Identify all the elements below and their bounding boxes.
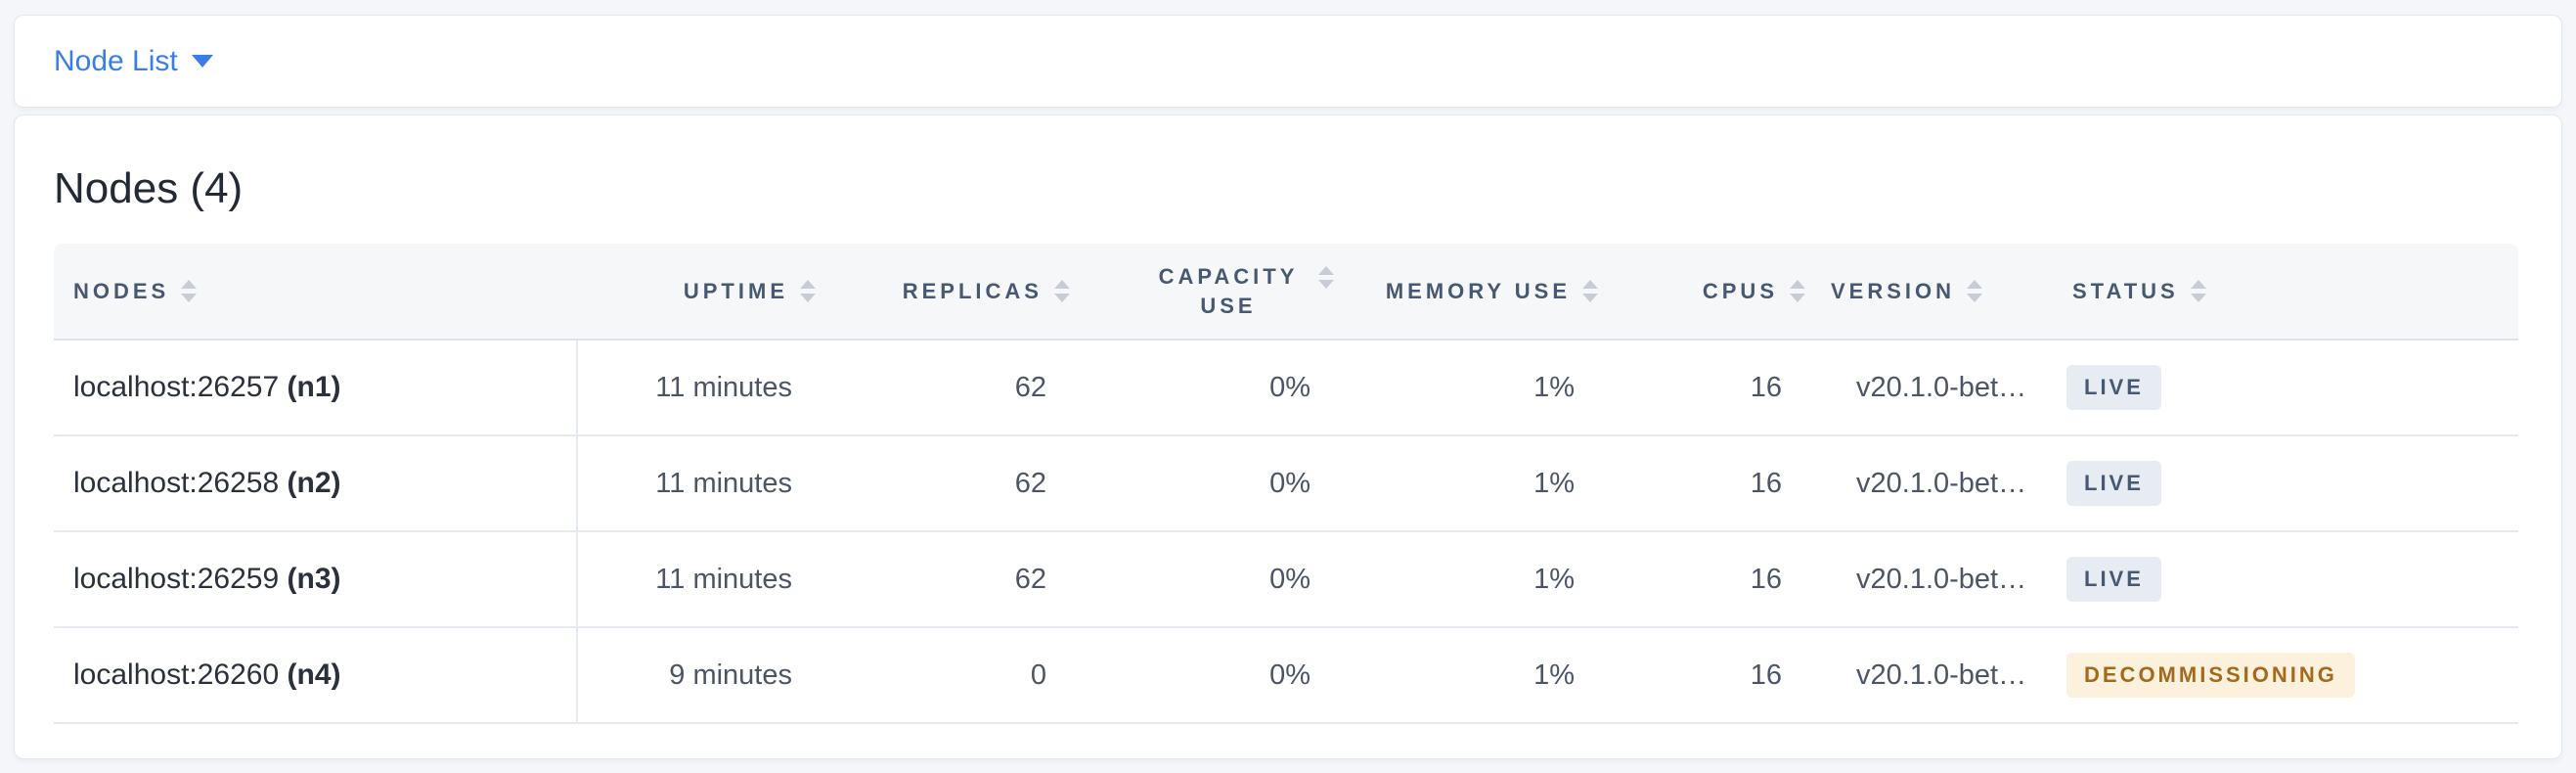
cell-replicas: 62 (822, 531, 1076, 628)
cell-node-address[interactable]: localhost:26260 (n4) (54, 627, 578, 724)
table-row: localhost:26259 (n3) 11 minutes 62 0% 1% 16 v2… (54, 531, 2518, 628)
status-badge: LIVE (2066, 461, 2161, 506)
sort-icon (1582, 280, 1598, 302)
cell-replicas: 0 (822, 627, 1076, 724)
column-header-memory-use[interactable]: MEMORY USE (1340, 244, 1604, 341)
column-header-nodes[interactable]: NODES (54, 244, 577, 341)
cell-replicas: 62 (822, 435, 1076, 532)
status-badge: LIVE (2066, 365, 2161, 410)
cell-capacity-use: 0% (1076, 627, 1340, 724)
column-label: UPTIME (683, 278, 788, 303)
column-header-status[interactable]: STATUS (2053, 244, 2518, 341)
sort-icon (1967, 280, 1983, 302)
cell-memory-use: 1% (1340, 531, 1604, 628)
table-row: localhost:26257 (n1) 11 minutes 62 0% 1% 16 v2… (54, 340, 2518, 436)
cell-uptime: 11 minutes (577, 340, 822, 436)
cell-replicas: 62 (822, 340, 1076, 436)
column-label: REPLICAS (902, 278, 1043, 303)
sort-icon (1318, 266, 1334, 289)
cell-memory-use: 1% (1340, 435, 1604, 532)
status-badge: DECOMMISSIONING (2066, 653, 2355, 698)
cell-memory-use: 1% (1340, 340, 1604, 436)
node-id: (n3) (287, 563, 341, 595)
cell-node-address[interactable]: localhost:26257 (n1) (54, 340, 578, 436)
cell-capacity-use: 0% (1076, 531, 1340, 628)
node-id: (n2) (287, 467, 341, 499)
column-header-capacity-use[interactable]: CAPACITY USE (1076, 244, 1340, 341)
cell-uptime: 9 minutes (577, 627, 822, 724)
cell-cpus: 16 (1604, 531, 1811, 628)
node-address-link[interactable]: localhost:26259 (73, 563, 280, 595)
cell-capacity-use: 0% (1076, 340, 1340, 436)
column-label: MEMORY USE (1385, 278, 1571, 303)
table-row: localhost:26260 (n4) 9 minutes 0 0% 1% 16 v20.… (54, 627, 2518, 724)
nodes-card: Nodes (4) NODES UPTIME REPLICAS CAPACITY US… (14, 114, 2562, 759)
nodes-table: NODES UPTIME REPLICAS CAPACITY USE MEMORY US… (54, 244, 2518, 724)
cell-status: DECOMMISSIONING (2053, 627, 2518, 724)
sort-icon (181, 280, 198, 302)
cell-uptime: 11 minutes (577, 531, 822, 628)
sort-icon (800, 280, 816, 302)
sort-icon (2190, 280, 2206, 302)
cell-node-address[interactable]: localhost:26259 (n3) (54, 531, 578, 628)
cell-cpus: 16 (1604, 627, 1811, 724)
page-title: Nodes (4) (54, 164, 244, 212)
node-id: (n1) (287, 371, 341, 403)
column-label: CAPACITY USE (1158, 263, 1299, 318)
column-label: CPUS (1702, 278, 1778, 303)
cell-cpus: 16 (1604, 435, 1811, 532)
cell-status: LIVE (2053, 435, 2518, 532)
status-badge: LIVE (2066, 557, 2161, 602)
column-header-replicas[interactable]: REPLICAS (822, 244, 1076, 341)
dropdown-label[interactable]: Node List (54, 44, 178, 77)
node-list-dropdown[interactable]: Node List (54, 45, 213, 78)
table-row: localhost:26258 (n2) 11 minutes 62 0% 1% 16 v2… (54, 435, 2518, 532)
node-address-link[interactable]: localhost:26257 (73, 371, 280, 403)
column-header-uptime[interactable]: UPTIME (577, 244, 822, 341)
column-header-cpus[interactable]: CPUS (1604, 244, 1811, 341)
column-label: NODES (73, 278, 170, 303)
cell-capacity-use: 0% (1076, 435, 1340, 532)
column-label: VERSION (1831, 278, 1956, 303)
cell-version: v20.1.0-bet… (1811, 435, 2053, 532)
column-label: STATUS (2072, 278, 2179, 303)
cell-version: v20.1.0-bet… (1811, 340, 2053, 436)
node-address-link[interactable]: localhost:26258 (73, 467, 280, 499)
node-id: (n4) (287, 659, 341, 691)
cell-status: LIVE (2053, 340, 2518, 436)
caret-down-icon (191, 55, 213, 68)
view-switcher-bar: Node List (14, 15, 2562, 108)
table-header-row: NODES UPTIME REPLICAS CAPACITY USE MEMORY US… (54, 244, 2518, 341)
cell-version: v20.1.0-bet… (1811, 627, 2053, 724)
cell-node-address[interactable]: localhost:26258 (n2) (54, 435, 578, 532)
column-header-version[interactable]: VERSION (1811, 244, 2053, 341)
node-address-link[interactable]: localhost:26260 (73, 659, 280, 691)
cell-uptime: 11 minutes (577, 435, 822, 532)
cell-version: v20.1.0-bet… (1811, 531, 2053, 628)
cell-status: LIVE (2053, 531, 2518, 628)
sort-icon (1054, 280, 1070, 302)
cell-memory-use: 1% (1340, 627, 1604, 724)
sort-icon (1790, 280, 1805, 302)
cell-cpus: 16 (1604, 340, 1811, 436)
